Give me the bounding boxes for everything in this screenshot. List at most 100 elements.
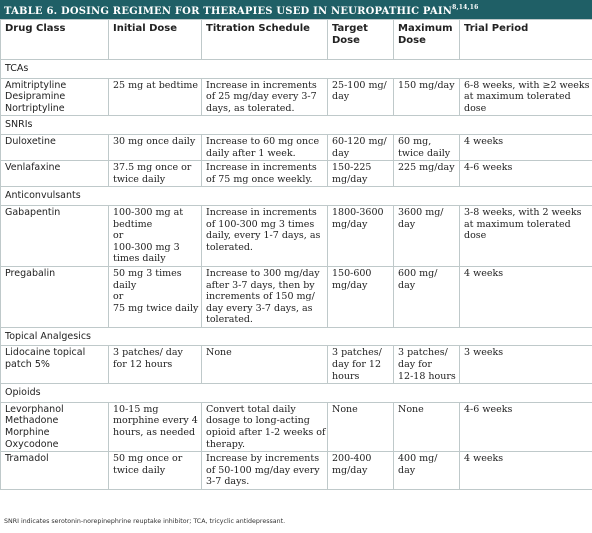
cell-line: mg/day [332, 464, 368, 476]
header-initial-dose: Initial Dose [108, 19, 202, 60]
cell-line: tolerated. [206, 314, 253, 326]
group-row: TCAs [0, 59, 592, 79]
cell-line: 4-6 weeks [464, 162, 513, 174]
initial-dose-cell: 10-15 mg morphine every 4 hours, as needed [108, 401, 202, 453]
cell-line: at maximum tolerated [464, 91, 571, 103]
cell-line: Methadone [5, 415, 59, 427]
title-reference-superscript: 8,14,16 [452, 4, 479, 11]
drug-cell: Levorphanol Methadone Morphine Oxycodone [0, 401, 109, 453]
cell-line: of 50-100 mg/day every [206, 464, 320, 476]
cell-line: morphine every 4 [113, 415, 198, 427]
cell-line: or [113, 230, 124, 242]
cell-line: at maximum tolerated [464, 218, 571, 230]
trial-period-cell: 6-8 weeks, with ≥2 weeks at maximum toler… [459, 77, 592, 117]
cell-line: mg/day [332, 173, 368, 185]
cell-line: 25 mg at bedtime [113, 79, 198, 91]
header-target-dose: Target Dose [327, 19, 394, 60]
table-title-text: TABLE 6. DOSING REGIMEN FOR THERAPIES US… [4, 6, 453, 17]
cell-line: 10-15 mg [113, 403, 159, 415]
cell-line: 4 weeks [464, 453, 504, 465]
cell-line: dose [464, 102, 487, 114]
cell-line: Increase to 300 mg/day [206, 267, 320, 279]
cell-line: Increase in increments [206, 79, 317, 91]
cell-line: Increase in increments [206, 162, 317, 174]
cell-line: 6-8 weeks, with ≥2 weeks [464, 79, 590, 91]
table-row: Tramadol 50 mg once or twice daily Increa… [0, 451, 592, 490]
cell-line: 3-8 weeks, with 2 weeks [464, 206, 582, 218]
cell-line: hours [332, 370, 360, 382]
header-trial-period: Trial Period [459, 19, 592, 60]
maximum-dose-cell: 3600 mg/day [393, 204, 460, 267]
cell-line: 400 mg/ [398, 453, 438, 465]
drug-cell: Amitriptyline Desipramine Nortriptyline [0, 77, 109, 117]
cell-line: day [398, 279, 416, 291]
cell-line: Morphine [5, 427, 50, 439]
cell-line: bedtime [113, 218, 153, 230]
table-row: Amitriptyline Desipramine Nortriptyline 25… [0, 77, 592, 117]
cell-line: therapy. [206, 438, 245, 450]
cell-line: 3 patches/ day [113, 347, 183, 359]
cell-line: twice daily [398, 147, 451, 159]
cell-line: Increase by increments [206, 453, 320, 465]
group-row: Topical Analgesics [0, 326, 592, 347]
cell-line: 4-6 weeks [464, 403, 513, 415]
cell-line: day for [398, 359, 432, 371]
cell-line: 60-120 mg/ [332, 135, 387, 147]
cell-line: Amitriptyline [5, 79, 67, 91]
cell-line: 150-600 [332, 267, 372, 279]
trial-period-cell: 4-6 weeks [459, 160, 592, 188]
cell-line: mg/day [332, 218, 368, 230]
cell-line: daily after 1 week. [206, 147, 296, 159]
cell-line: 150-225 [332, 162, 372, 174]
cell-line: increments of 150 mg/ [206, 291, 315, 303]
cell-line: 200-400 [332, 453, 372, 465]
titration-cell: Increase to 300 mg/day after 3-7 days, th… [201, 265, 328, 328]
titration-cell: None [201, 345, 328, 385]
cell-line: daily, every 1-7 days, as [206, 230, 321, 242]
cell-line: of 100-300 mg 3 times [206, 218, 315, 230]
cell-line: dosage to long-acting [206, 415, 310, 427]
table-row: Duloxetine 30 mg once daily Increase to … [0, 133, 592, 162]
target-dose-cell: 1800-3600 mg/day [327, 204, 394, 267]
cell-line: twice daily [113, 464, 166, 476]
cell-line: hours, as needed [113, 427, 196, 439]
table-footnote: SNRI indicates serotonin-norepinephrine … [4, 518, 286, 525]
cell-line: 3 weeks [464, 347, 504, 359]
table-row: Venlafaxine 37.5 mg once or twice daily I… [0, 160, 592, 188]
header-titration-schedule: Titration Schedule [201, 19, 328, 60]
group-row: Anticonvulsants [0, 186, 592, 206]
cell-line: 100-300 mg 3 [113, 241, 180, 253]
cell-line: of 75 mg once weekly. [206, 173, 313, 185]
drug-cell: Pregabalin [0, 265, 109, 328]
initial-dose-cell: 25 mg at bedtime [108, 77, 202, 117]
cell-line: 30 mg once daily [113, 135, 196, 147]
trial-period-cell: 4 weeks [459, 265, 592, 328]
cell-line: or [113, 291, 124, 303]
maximum-dose-cell: 400 mg/day [393, 451, 460, 490]
cell-line: 3 patches/ [398, 347, 448, 359]
cell-line: patch 5% [5, 359, 50, 371]
cell-line: Nortriptyline [5, 102, 65, 114]
cell-line: Venlafaxine [5, 162, 61, 174]
cell-line: day every 3-7 days, as [206, 302, 313, 314]
cell-line: 4 weeks [464, 267, 504, 279]
cell-line: None [206, 347, 232, 359]
target-dose-cell: None [327, 401, 394, 453]
dosing-table: Drug Class Initial Dose Titration Schedu… [0, 19, 592, 490]
cell-line: Oxycodone [5, 438, 59, 450]
cell-line: 60 mg, [398, 135, 432, 147]
table-title: TABLE 6. DOSING REGIMEN FOR THERAPIES US… [4, 4, 479, 17]
cell-line: Tramadol [5, 453, 49, 465]
cell-line: day [398, 464, 416, 476]
cell-line: tolerated. [206, 241, 253, 253]
titration-cell: Increase in increments of 75 mg once week… [201, 160, 328, 188]
cell-line: 75 mg twice daily [113, 302, 199, 314]
cell-line: opioid after 1-2 weeks of [206, 427, 326, 439]
titration-cell: Increase by increments of 50-100 mg/day e… [201, 451, 328, 490]
titration-cell: Increase in increments of 25 mg/day every… [201, 77, 328, 117]
group-label: TCAs [0, 59, 592, 79]
cell-line: after 3-7 days, then by [206, 279, 315, 291]
cell-line: 600 mg/ [398, 267, 438, 279]
cell-line: 12-18 hours [398, 370, 456, 382]
cell-line: None [332, 403, 358, 415]
